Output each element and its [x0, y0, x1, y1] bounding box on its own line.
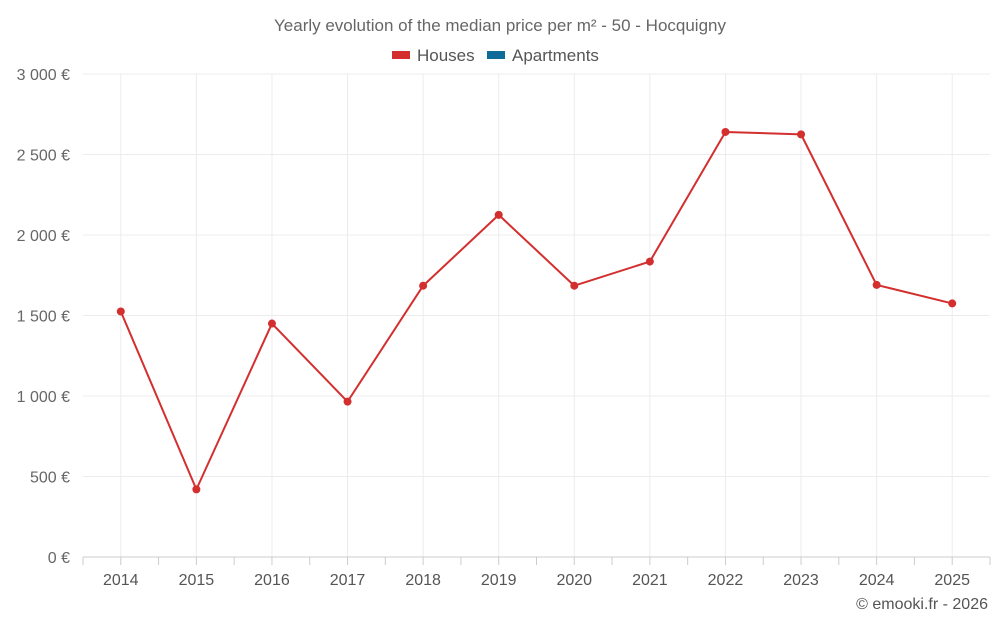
y-tick-label: 500 €: [30, 470, 70, 487]
data-point[interactable]: [192, 485, 201, 494]
legend-label-houses[interactable]: Houses: [417, 46, 475, 65]
y-tick-label: 0 €: [48, 550, 70, 567]
data-point[interactable]: [645, 257, 654, 266]
y-tick-label: 2 000 €: [17, 228, 70, 245]
x-tick-label: 2017: [330, 572, 366, 589]
data-point[interactable]: [419, 281, 428, 290]
legend-swatch-houses: [392, 51, 410, 59]
grid-layer: [83, 73, 990, 557]
data-point[interactable]: [721, 127, 730, 136]
y-tick-label: 1 000 €: [17, 389, 70, 406]
x-tick-label: 2025: [934, 572, 970, 589]
x-tick-label: 2018: [405, 572, 441, 589]
chart-title: Yearly evolution of the median price per…: [274, 16, 726, 35]
series-layer: [116, 127, 957, 494]
legend-label-apartments[interactable]: Apartments: [512, 46, 599, 65]
x-tick-label: 2023: [783, 572, 819, 589]
data-point[interactable]: [872, 280, 881, 289]
x-tick-label: 2021: [632, 572, 668, 589]
data-point[interactable]: [116, 307, 125, 316]
data-point[interactable]: [267, 319, 276, 328]
y-tick-label: 3 000 €: [17, 67, 70, 84]
credit-text: © emooki.fr - 2026: [856, 596, 988, 613]
legend: Houses Apartments: [392, 46, 599, 65]
data-point[interactable]: [494, 210, 503, 219]
x-tick-label: 2016: [254, 572, 290, 589]
y-tick-label: 1 500 €: [17, 309, 70, 326]
x-tick-label: 2014: [103, 572, 139, 589]
legend-swatch-apartments: [487, 51, 505, 59]
axis-layer: 0 € 500 € 1 000 € 1 500 € 2 000 € 2 500 € 3 00…: [17, 67, 991, 589]
x-tick-label: 2015: [179, 572, 215, 589]
series-line-houses: [119, 130, 953, 491]
data-point[interactable]: [570, 281, 579, 290]
data-point[interactable]: [948, 299, 957, 308]
x-tick-label: 2024: [859, 572, 895, 589]
data-point[interactable]: [797, 130, 806, 139]
y-tick-label: 2 500 €: [17, 148, 70, 165]
x-tick-label: 2019: [481, 572, 517, 589]
x-tick-label: 2022: [708, 572, 744, 589]
data-point[interactable]: [343, 397, 352, 406]
x-tick-label: 2020: [556, 572, 592, 589]
